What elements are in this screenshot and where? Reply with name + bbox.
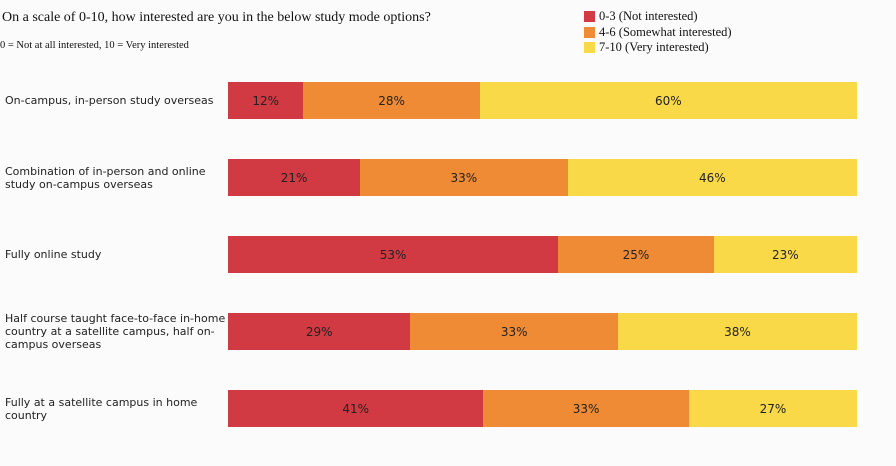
- bar-row-half-course: 29% 33% 38%: [228, 313, 857, 350]
- category-label-on-campus: On-campus, in-person study overseas: [5, 94, 214, 107]
- bar-row-fully-online: 53% 25% 23%: [228, 236, 857, 273]
- bar-segment-not-interested: 53%: [228, 236, 559, 273]
- legend-item-somewhat-interested: 4-6 (Somewhat interested): [584, 25, 732, 41]
- legend-item-not-interested: 0-3 (Not interested): [584, 9, 732, 25]
- chart-subtitle: 0 = Not at all interested, 10 = Very int…: [0, 40, 189, 51]
- bar-segment-very-interested: 23%: [713, 236, 857, 273]
- bar-row-satellite-campus: 41% 33% 27%: [228, 390, 857, 427]
- bar-segment-somewhat-interested: 33%: [360, 159, 568, 196]
- legend-label-somewhat-interested: 4-6 (Somewhat interested): [599, 24, 732, 39]
- legend-swatch-somewhat-interested: [584, 26, 595, 38]
- category-label-half-course: Half course taught face-to-face in-home …: [5, 312, 226, 351]
- bar-segment-very-interested: 38%: [617, 313, 857, 350]
- bar-row-combination: 21% 33% 46%: [228, 159, 857, 196]
- legend-swatch-very-interested: [584, 42, 595, 54]
- legend: 0-3 (Not interested) 4-6 (Somewhat inter…: [584, 9, 732, 56]
- chart-title: On a scale of 0-10, how interested are y…: [2, 10, 431, 25]
- category-label-satellite-campus: Fully at a satellite campus in home coun…: [5, 395, 198, 422]
- category-label-fully-online: Fully online study: [5, 248, 102, 261]
- category-label-combination: Combination of in-person and online stud…: [5, 164, 206, 191]
- bar-segment-not-interested: 12%: [228, 82, 304, 119]
- bar-segment-somewhat-interested: 25%: [558, 236, 714, 273]
- legend-label-not-interested: 0-3 (Not interested): [599, 9, 698, 24]
- bar-segment-very-interested: 27%: [688, 390, 857, 427]
- bar-segment-very-interested: 60%: [479, 82, 857, 119]
- bar-segment-not-interested: 41%: [228, 390, 484, 427]
- legend-item-very-interested: 7-10 (Very interested): [584, 40, 732, 56]
- bar-segment-not-interested: 21%: [228, 159, 361, 196]
- bar-segment-very-interested: 46%: [567, 159, 857, 196]
- bar-segment-somewhat-interested: 33%: [410, 313, 618, 350]
- legend-label-very-interested: 7-10 (Very interested): [599, 40, 709, 55]
- bar-row-on-campus: 12% 28% 60%: [228, 82, 857, 119]
- legend-swatch-not-interested: [584, 11, 595, 23]
- bar-segment-not-interested: 29%: [228, 313, 411, 350]
- bar-segment-somewhat-interested: 28%: [303, 82, 480, 119]
- bar-segment-somewhat-interested: 33%: [483, 390, 689, 427]
